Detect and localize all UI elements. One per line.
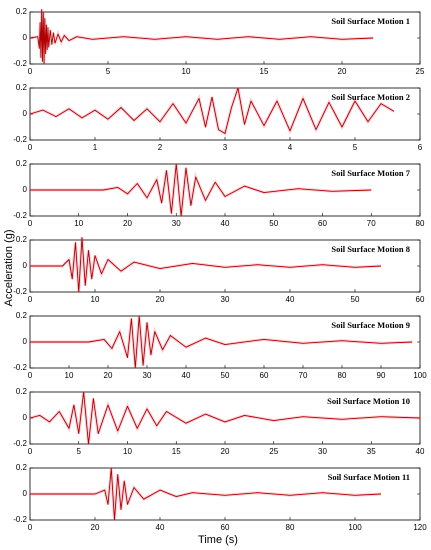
- x-tick-label: 25: [269, 447, 278, 456]
- x-tick-label: 25: [416, 67, 425, 76]
- x-tick-label: 10: [65, 371, 74, 380]
- x-tick-label: 40: [156, 523, 165, 532]
- x-tick-label: 100: [413, 371, 427, 380]
- x-tick-label: 50: [351, 295, 360, 304]
- x-tick-label: 40: [182, 371, 191, 380]
- x-tick-label: 100: [348, 523, 362, 532]
- x-tick-label: 80: [338, 371, 347, 380]
- data-line: [29, 87, 395, 134]
- x-tick-label: 20: [338, 67, 347, 76]
- x-tick-label: 30: [143, 371, 152, 380]
- x-tick-label: 20: [156, 295, 165, 304]
- data-line: [29, 391, 421, 445]
- x-tick-label: 20: [91, 523, 100, 532]
- y-tick-label: 0: [23, 413, 28, 422]
- x-tick-label: 90: [377, 371, 386, 380]
- x-tick-label: 1: [93, 143, 98, 152]
- x-tick-label: 10: [91, 295, 100, 304]
- x-tick-label: 10: [182, 67, 191, 76]
- data-line: [30, 315, 413, 369]
- panel-title: Soil Surface Motion 9: [331, 320, 410, 330]
- x-tick-label: 10: [74, 219, 83, 228]
- panel-title: Soil Surface Motion 11: [328, 472, 410, 482]
- x-tick-label: 15: [260, 67, 269, 76]
- y-tick-label: 0.2: [16, 159, 28, 168]
- x-tick-label: 120: [413, 523, 427, 532]
- y-tick-label: 0: [23, 185, 28, 194]
- y-tick-label: 0.2: [16, 235, 28, 244]
- x-tick-label: 30: [221, 295, 230, 304]
- x-tick-label: 3: [223, 143, 228, 152]
- x-tick-label: 20: [221, 447, 230, 456]
- x-tick-label: 40: [286, 295, 295, 304]
- y-tick-label: 0: [23, 33, 28, 42]
- panel-title: Soil Surface Motion 7: [331, 168, 410, 178]
- x-tick-label: 15: [172, 447, 181, 456]
- x-tick-label: 60: [221, 523, 230, 532]
- y-tick-label: 0: [23, 109, 28, 118]
- x-tick-label: 0: [28, 143, 33, 152]
- x-tick-label: 6: [418, 143, 423, 152]
- y-tick-label: 0.2: [16, 463, 28, 472]
- x-tick-label: 30: [318, 447, 327, 456]
- x-tick-label: 0: [28, 447, 33, 456]
- y-tick-label: 0.2: [16, 7, 28, 16]
- data-line: [30, 236, 382, 293]
- y-tick-label: 0.2: [16, 83, 28, 92]
- x-tick-label: 80: [416, 219, 425, 228]
- x-tick-label: 4: [288, 143, 293, 152]
- x-tick-label: 60: [260, 371, 269, 380]
- y-tick-label: -0.2: [13, 287, 27, 296]
- x-tick-label: 70: [299, 371, 308, 380]
- x-tick-label: 60: [318, 219, 327, 228]
- x-tick-label: 60: [416, 295, 425, 304]
- y-tick-label: -0.2: [13, 439, 27, 448]
- x-tick-label: 35: [367, 447, 376, 456]
- x-tick-label: 5: [77, 447, 82, 456]
- x-tick-label: 20: [104, 371, 113, 380]
- x-tick-label: 0: [28, 295, 33, 304]
- y-tick-label: 0.2: [16, 311, 28, 320]
- x-tick-label: 40: [416, 447, 425, 456]
- data-line: [29, 8, 374, 65]
- y-tick-label: -0.2: [13, 363, 27, 372]
- x-tick-label: 2: [158, 143, 163, 152]
- y-tick-label: 0: [23, 489, 28, 498]
- x-tick-label: 50: [221, 371, 230, 380]
- x-tick-label: 0: [28, 523, 33, 532]
- panel-title: Soil Surface Motion 1: [331, 16, 410, 26]
- x-tick-label: 40: [221, 219, 230, 228]
- x-tick-label: 80: [286, 523, 295, 532]
- x-tick-label: 10: [123, 447, 132, 456]
- y-axis-label: Acceleration (g): [3, 229, 15, 306]
- y-tick-label: -0.2: [13, 211, 27, 220]
- x-tick-label: 5: [106, 67, 111, 76]
- y-tick-label: -0.2: [13, 135, 27, 144]
- x-tick-label: 70: [367, 219, 376, 228]
- y-tick-label: -0.2: [13, 59, 27, 68]
- y-tick-label: -0.2: [13, 515, 27, 524]
- panel-title: Soil Surface Motion 2: [331, 92, 410, 102]
- panel-title: Soil Surface Motion 8: [331, 244, 410, 254]
- y-tick-label: 0: [23, 337, 28, 346]
- panel-title: Soil Surface Motion 10: [327, 396, 410, 406]
- x-axis-label: Time (s): [198, 534, 238, 546]
- x-tick-label: 0: [28, 371, 33, 380]
- glow-line: [29, 9, 374, 65]
- x-tick-label: 20: [123, 219, 132, 228]
- x-tick-label: 50: [269, 219, 278, 228]
- x-tick-label: 0: [28, 219, 33, 228]
- y-tick-label: 0: [23, 261, 28, 270]
- x-tick-label: 5: [353, 143, 358, 152]
- data-line: [30, 163, 372, 217]
- y-tick-label: 0.2: [16, 387, 28, 396]
- data-line: [30, 467, 382, 521]
- x-tick-label: 0: [28, 67, 33, 76]
- x-tick-label: 30: [172, 219, 181, 228]
